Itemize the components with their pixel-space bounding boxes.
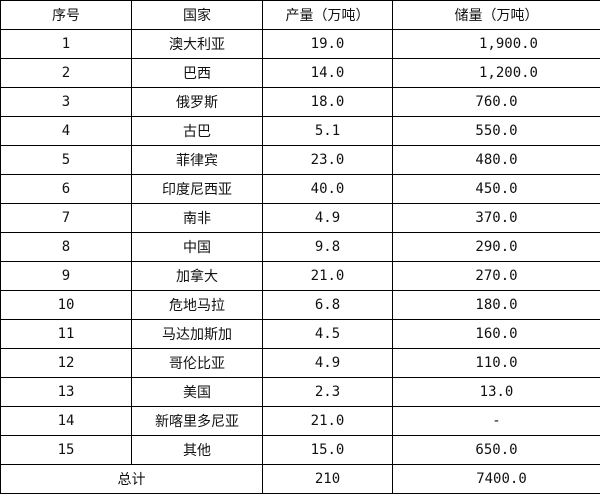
table-row: 1 澳大利亚 19.0 1,900.0 (0, 29, 600, 59)
row-reserve: 160.0 (392, 319, 600, 349)
table-row: 4 古巴 5.1 550.0 (0, 116, 600, 146)
row-number: 14 (0, 406, 132, 436)
row-number: 3 (0, 87, 132, 117)
row-number: 15 (0, 435, 132, 465)
total-row: 总计 210 7400.0 (0, 464, 600, 494)
row-reserve: 1,900.0 (392, 29, 600, 59)
row-reserve: 760.0 (392, 87, 600, 117)
row-country: 菲律宾 (131, 145, 263, 175)
total-reserve: 7400.0 (392, 464, 600, 494)
row-reserve: 480.0 (392, 145, 600, 175)
row-reserve: - (392, 406, 600, 436)
row-reserve: 450.0 (392, 174, 600, 204)
row-country: 巴西 (131, 58, 263, 88)
row-reserve: 370.0 (392, 203, 600, 233)
header-row: 序号 国家 产量（万吨） 储量（万吨） (0, 0, 600, 30)
table-row: 13 美国 2.3 13.0 (0, 377, 600, 407)
row-production: 15.0 (262, 435, 393, 465)
table-row: 15 其他 15.0 650.0 (0, 435, 600, 465)
row-production: 40.0 (262, 174, 393, 204)
row-production: 4.9 (262, 203, 393, 233)
row-production: 23.0 (262, 145, 393, 175)
row-reserve: 13.0 (392, 377, 600, 407)
total-label: 总计 (0, 464, 263, 494)
table-row: 3 俄罗斯 18.0 760.0 (0, 87, 600, 117)
header-no: 序号 (0, 0, 132, 30)
row-number: 1 (0, 29, 132, 59)
row-number: 9 (0, 261, 132, 291)
table-row: 12 哥伦比亚 4.9 110.0 (0, 348, 600, 378)
row-country: 加拿大 (131, 261, 263, 291)
row-production: 4.5 (262, 319, 393, 349)
row-country: 其他 (131, 435, 263, 465)
row-production: 14.0 (262, 58, 393, 88)
table-row: 10 危地马拉 6.8 180.0 (0, 290, 600, 320)
row-production: 19.0 (262, 29, 393, 59)
table-row: 6 印度尼西亚 40.0 450.0 (0, 174, 600, 204)
row-country: 澳大利亚 (131, 29, 263, 59)
row-production: 9.8 (262, 232, 393, 262)
row-reserve: 270.0 (392, 261, 600, 291)
table-row: 14 新喀里多尼亚 21.0- (0, 406, 600, 436)
row-country: 美国 (131, 377, 263, 407)
row-production: 5.1 (262, 116, 393, 146)
total-production: 210 (262, 464, 393, 494)
row-number: 7 (0, 203, 132, 233)
row-production: 4.9 (262, 348, 393, 378)
row-number: 13 (0, 377, 132, 407)
row-reserve: 550.0 (392, 116, 600, 146)
row-country: 危地马拉 (131, 290, 263, 320)
row-reserve: 110.0 (392, 348, 600, 378)
row-country: 哥伦比亚 (131, 348, 263, 378)
row-production: 2.3 (262, 377, 393, 407)
row-reserve: 180.0 (392, 290, 600, 320)
row-country: 中国 (131, 232, 263, 262)
row-country: 新喀里多尼亚 (131, 406, 263, 436)
row-country: 古巴 (131, 116, 263, 146)
row-reserve: 290.0 (392, 232, 600, 262)
row-reserve: 650.0 (392, 435, 600, 465)
row-country: 南非 (131, 203, 263, 233)
row-country: 马达加斯加 (131, 319, 263, 349)
row-number: 6 (0, 174, 132, 204)
table-row: 2 巴西 14.0 1,200.0 (0, 58, 600, 88)
table-row: 8 中国 9.8 290.0 (0, 232, 600, 262)
table-row: 5 菲律宾 23.0 480.0 (0, 145, 600, 175)
row-number: 10 (0, 290, 132, 320)
row-production: 18.0 (262, 87, 393, 117)
row-country: 印度尼西亚 (131, 174, 263, 204)
row-production: 21.0 (262, 406, 393, 436)
header-production: 产量（万吨） (262, 0, 393, 30)
row-reserve: 1,200.0 (392, 58, 600, 88)
table-row: 9 加拿大 21.0 270.0 (0, 261, 600, 291)
row-number: 8 (0, 232, 132, 262)
row-number: 2 (0, 58, 132, 88)
header-country: 国家 (131, 0, 263, 30)
table-row: 11 马达加斯加 4.5 160.0 (0, 319, 600, 349)
table-row: 7 南非 4.9 370.0 (0, 203, 600, 233)
row-number: 12 (0, 348, 132, 378)
row-number: 5 (0, 145, 132, 175)
row-number: 4 (0, 116, 132, 146)
row-production: 21.0 (262, 261, 393, 291)
row-production: 6.8 (262, 290, 393, 320)
row-country: 俄罗斯 (131, 87, 263, 117)
row-number: 11 (0, 319, 132, 349)
header-reserve: 储量（万吨） (392, 0, 600, 30)
